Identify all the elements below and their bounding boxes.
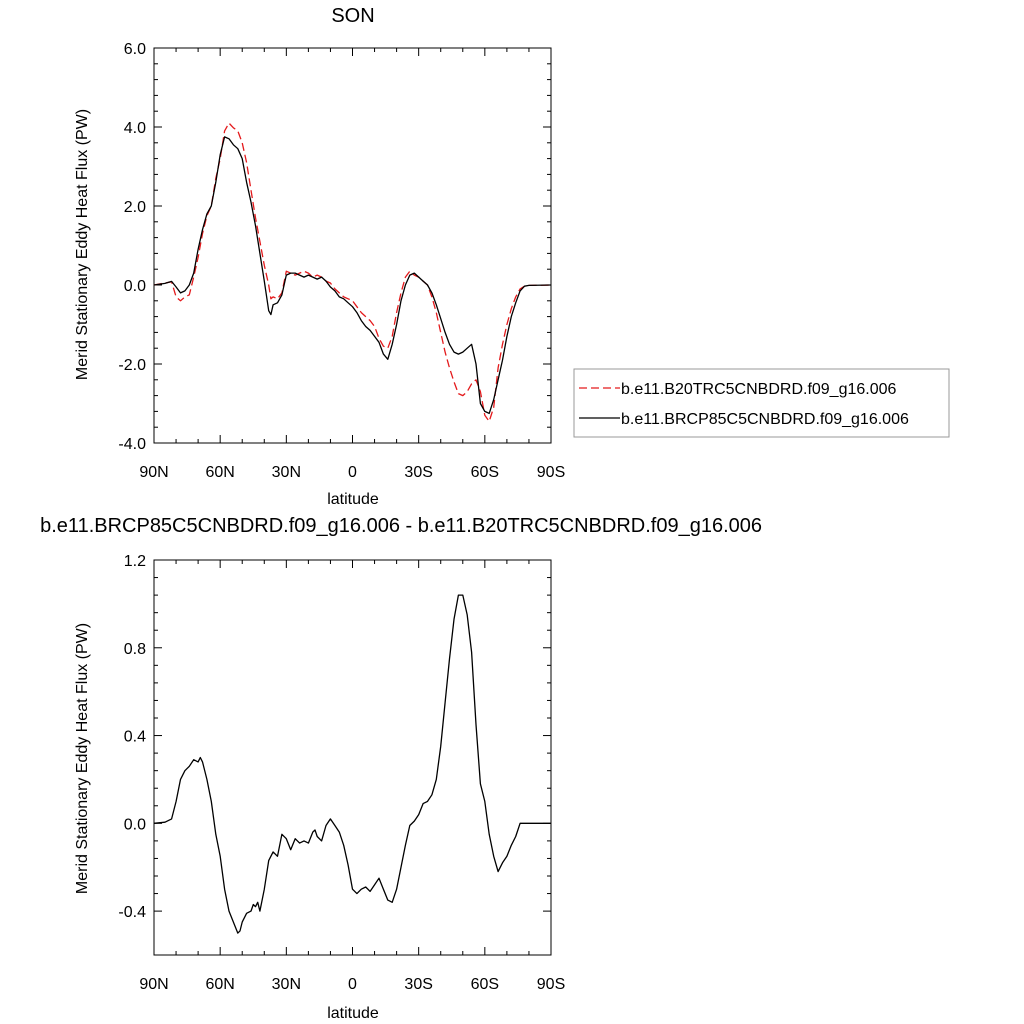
top-y-tick-label: -2.0 — [118, 357, 146, 374]
bottom-y-tick-label: 1.2 — [124, 553, 146, 570]
bottom-y-tick-label: 0.0 — [124, 816, 146, 833]
top-x-tick-label: 60S — [471, 464, 499, 481]
bottom-x-tick-label: 90S — [537, 976, 565, 993]
legend-label-series-1: b.e11.B20TRC5CNBDRD.f09_g16.006 — [621, 381, 897, 398]
top-plot-frame — [153, 47, 552, 444]
legend: b.e11.B20TRC5CNBDRD.f09_g16.006 b.e11.BR… — [573, 368, 950, 438]
top-x-tick-label: 90N — [139, 464, 168, 481]
top-x-tick-label: 60N — [205, 464, 234, 481]
top-chart-series — [153, 122, 552, 422]
top-y-tick-label: 6.0 — [124, 41, 146, 58]
top-y-tick-label: 2.0 — [124, 199, 146, 216]
top-x-tick-label: 90S — [537, 464, 565, 481]
legend-box — [573, 368, 950, 438]
bottom-series-line-1 — [153, 594, 551, 934]
bottom-y-tick-label: 0.8 — [124, 641, 146, 658]
top-y-tick-label: -4.0 — [118, 436, 146, 453]
bottom-x-tick-label: 30N — [272, 976, 301, 993]
top-chart-xlabel: latitude — [327, 491, 379, 508]
top-y-tick-label: 0.0 — [124, 278, 146, 295]
top-chart-axes: 90N 60N 30N 0 30S 60S 90S -4.0 -2.0 0.0 2.0 4.0 6.0 — [118, 41, 565, 481]
top-x-tick-label: 30S — [404, 464, 432, 481]
bottom-x-tick-label: 60S — [471, 976, 499, 993]
bottom-chart-ylabel: Merid Stationary Eddy Heat Flux (PW) — [74, 623, 91, 894]
bottom-chart-series — [153, 594, 551, 934]
top-chart-ylabel: Merid Stationary Eddy Heat Flux (PW) — [74, 109, 91, 380]
bottom-chart-title: b.e11.BRCP85C5CNBDRD.f09_g16.006 - b.e11… — [40, 515, 762, 537]
top-y-tick-label: 4.0 — [124, 120, 146, 137]
top-chart: SON Merid Stationary Eddy Heat Flux (PW)… — [74, 5, 565, 508]
bottom-chart-xlabel: latitude — [327, 1005, 379, 1022]
top-x-tick-label: 30N — [272, 464, 301, 481]
bottom-y-tick-label: 0.4 — [124, 729, 146, 746]
bottom-plot-frame — [153, 559, 552, 956]
top-series-line-2 — [153, 136, 552, 415]
top-chart-title: SON — [331, 5, 374, 27]
top-series-line-1 — [153, 122, 552, 422]
bottom-x-tick-label: 0 — [348, 976, 357, 993]
bottom-chart-axes: 90N 60N 30N 0 30S 60S 90S -0.4 0.0 0.4 0.8 1.2 — [118, 553, 565, 993]
bottom-x-tick-label: 90N — [139, 976, 168, 993]
bottom-x-tick-label: 60N — [205, 976, 234, 993]
top-x-tick-label: 0 — [348, 464, 357, 481]
bottom-chart: b.e11.BRCP85C5CNBDRD.f09_g16.006 - b.e11… — [40, 515, 762, 1022]
bottom-y-tick-label: -0.4 — [118, 904, 146, 921]
bottom-x-tick-label: 30S — [404, 976, 432, 993]
legend-label-series-2: b.e11.BRCP85C5CNBDRD.f09_g16.006 — [621, 411, 909, 428]
